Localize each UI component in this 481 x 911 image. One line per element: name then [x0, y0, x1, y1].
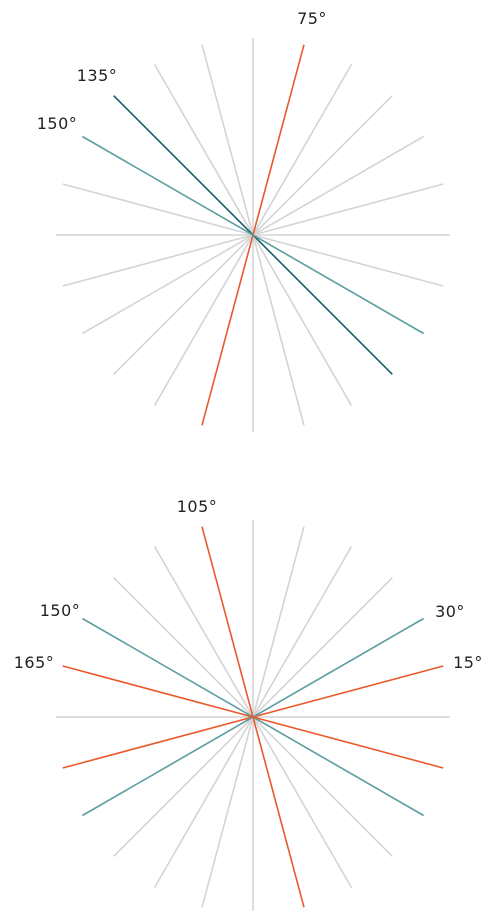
lower-line-fan: 105° 150° 30° 165° 15° — [14, 497, 481, 911]
highlighted-line-150deg — [81, 135, 425, 335]
upper-line-fan: 75° 135° 150° — [37, 9, 450, 432]
angle-label-75: 75° — [297, 9, 327, 28]
angle-label-135: 135° — [77, 66, 118, 85]
angle-label-165: 165° — [14, 653, 55, 672]
angle-label-15: 15° — [453, 653, 481, 672]
angle-label-30: 30° — [435, 602, 465, 621]
highlighted-line-165deg — [62, 665, 444, 769]
angle-label-105: 105° — [177, 497, 218, 516]
angle-label-150: 150° — [40, 601, 81, 620]
angle-label-150: 150° — [37, 114, 78, 133]
